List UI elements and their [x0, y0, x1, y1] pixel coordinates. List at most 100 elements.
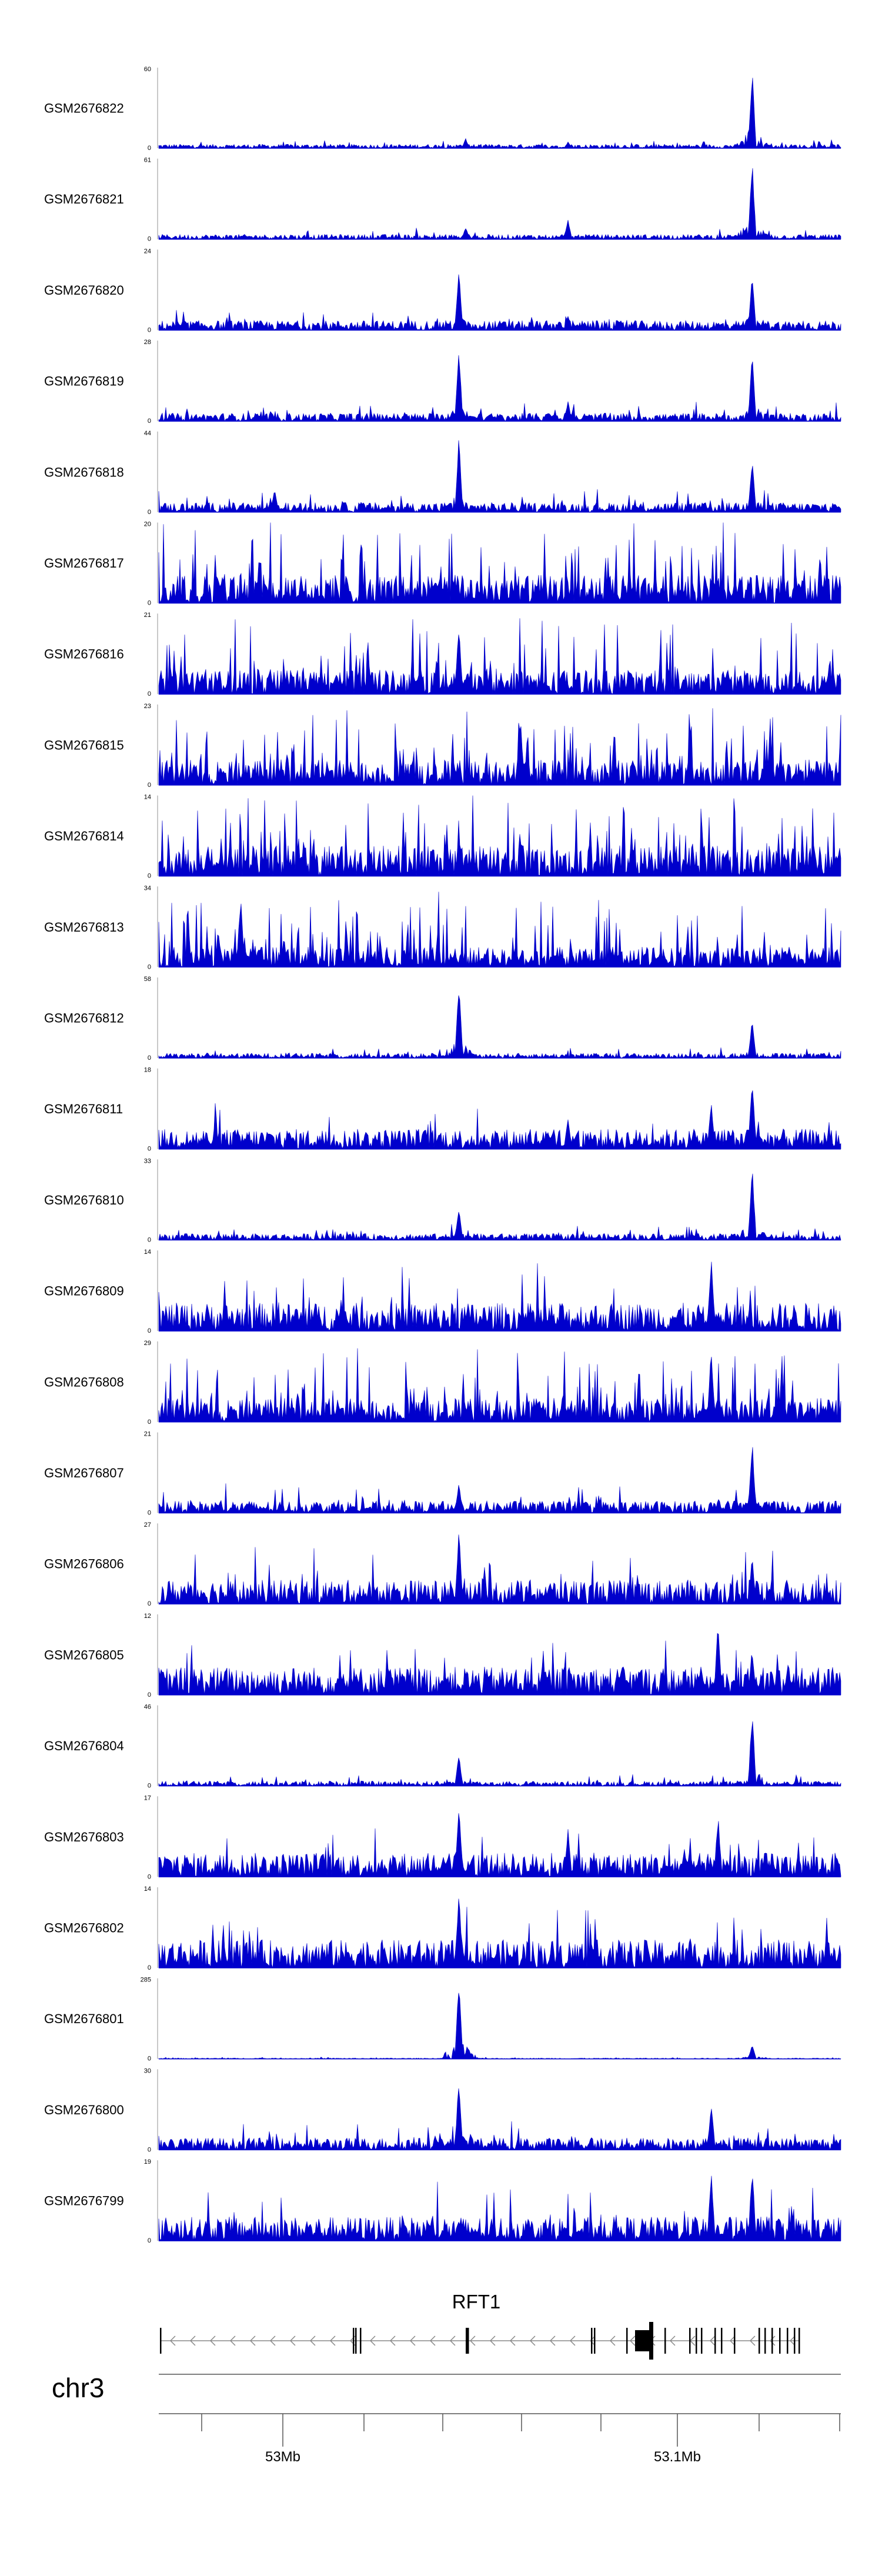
track-scale-max: 30	[144, 2067, 151, 2074]
track-label: GSM2676802	[44, 1921, 124, 1936]
exon	[794, 2328, 796, 2354]
exon-tall	[649, 2322, 653, 2360]
track-scale-min: 0	[148, 2056, 151, 2063]
track-GSM2676804: GSM2676804 46 0	[44, 1704, 841, 1790]
strand-arrow	[229, 2335, 236, 2346]
track-GSM2676814: GSM2676814 14 0	[44, 794, 841, 880]
track-scale-min: 0	[148, 1146, 151, 1153]
track-scale-max: 29	[144, 1340, 151, 1347]
exon	[160, 2328, 162, 2354]
track-scale-min: 0	[148, 145, 151, 152]
strand-arrow	[789, 2335, 796, 2346]
track-scale-max: 12	[144, 1613, 151, 1620]
track-label: GSM2676801	[44, 2011, 124, 2026]
track-scale-min: 0	[148, 1873, 151, 1880]
track-GSM2676803: GSM2676803 17 0	[44, 1794, 841, 1880]
strand-arrow	[729, 2335, 736, 2346]
signal-area	[158, 1534, 841, 1604]
exon	[466, 2328, 469, 2354]
track-scale-min: 0	[148, 1419, 151, 1426]
signal-area	[158, 795, 841, 876]
signal-area	[158, 355, 841, 422]
track-GSM2676820: GSM2676820 24 0	[44, 248, 841, 333]
signal-area	[158, 1633, 841, 1696]
track-GSM2676811: GSM2676811 18 0	[44, 1067, 841, 1153]
track-label: GSM2676806	[44, 1557, 124, 1571]
chromosome-label: chr3	[52, 2373, 104, 2403]
signal-area	[158, 168, 841, 240]
gene-model-rft1	[160, 2322, 800, 2360]
exon	[771, 2328, 773, 2354]
strand-arrow	[549, 2335, 556, 2346]
track-label: GSM2676811	[44, 1102, 123, 1116]
track-scale-min: 0	[148, 2237, 151, 2244]
signal-area	[158, 1090, 841, 1149]
strand-arrow	[469, 2335, 476, 2346]
signal-area	[158, 1813, 841, 1877]
track-scale-max: 21	[144, 612, 151, 619]
track-scale-min: 0	[148, 1691, 151, 1699]
track-scale-min: 0	[148, 690, 151, 698]
strand-arrow	[309, 2335, 316, 2346]
track-scale-max: 44	[144, 430, 151, 437]
track-GSM2676802: GSM2676802 14 0	[44, 1886, 841, 1971]
signal-area	[158, 1447, 841, 1514]
track-label: GSM2676822	[44, 101, 124, 116]
signal-area	[158, 2175, 841, 2241]
exon-large	[635, 2330, 649, 2351]
signal-area	[158, 1348, 841, 1423]
track-label: GSM2676810	[44, 1193, 124, 1207]
track-scale-max: 46	[144, 1704, 151, 1711]
strand-arrow	[369, 2335, 376, 2346]
signal-area	[158, 2088, 841, 2151]
strand-arrow	[609, 2335, 616, 2346]
exon	[714, 2328, 716, 2354]
track-label: GSM2676816	[44, 647, 124, 662]
exon	[799, 2328, 800, 2354]
track-scale-min: 0	[148, 1964, 151, 1971]
track-scale-min: 0	[148, 1600, 151, 1607]
strand-arrow	[389, 2335, 396, 2346]
track-label: GSM2676813	[44, 920, 124, 935]
signal-area	[158, 440, 841, 513]
track-scale-max: 285	[141, 1977, 151, 1984]
track-scale-min: 0	[148, 2146, 151, 2153]
track-GSM2676801: GSM2676801 285 0	[44, 1977, 841, 2063]
track-scale-min: 0	[148, 326, 151, 333]
track-scale-max: 14	[144, 1249, 151, 1256]
strand-arrow	[489, 2335, 496, 2346]
signal-area	[158, 1993, 841, 2060]
strand-arrow	[169, 2335, 176, 2346]
track-GSM2676800: GSM2676800 30 0	[44, 2067, 841, 2153]
track-GSM2676807: GSM2676807 21 0	[44, 1431, 841, 1517]
axis-ticks	[201, 2414, 840, 2447]
track-label: GSM2676820	[44, 283, 124, 298]
track-scale-max: 17	[144, 1794, 151, 1801]
track-scale-max: 14	[144, 1886, 151, 1893]
track-GSM2676818: GSM2676818 44 0	[44, 430, 841, 516]
strand-arrow	[209, 2335, 216, 2346]
track-scale-min: 0	[148, 1783, 151, 1790]
strand-arrow	[569, 2335, 576, 2346]
signal-area	[158, 78, 841, 149]
exon	[759, 2328, 760, 2354]
track-scale-max: 58	[144, 976, 151, 983]
track-scale-max: 14	[144, 794, 151, 801]
exon	[626, 2328, 628, 2354]
signal-tracks: GSM2676822600GSM2676821610GSM2676820240G…	[44, 66, 841, 2244]
track-label: GSM2676815	[44, 738, 124, 752]
track-label: GSM2676799	[44, 2194, 124, 2208]
signal-area	[158, 892, 841, 968]
gene-name: RFT1	[452, 2291, 501, 2313]
track-scale-max: 34	[144, 885, 151, 892]
track-scale-min: 0	[148, 600, 151, 607]
track-GSM2676810: GSM2676810 33 0	[44, 1157, 841, 1243]
track-label: GSM2676805	[44, 1647, 124, 1662]
track-scale-min: 0	[148, 236, 151, 243]
track-scale-min: 0	[148, 782, 151, 789]
gene-track: RFT1	[160, 2291, 800, 2360]
track-scale-min: 0	[148, 1327, 151, 1334]
track-GSM2676812: GSM2676812 58 0	[44, 976, 841, 1062]
tick-label-53mb: 53Mb	[265, 2449, 300, 2465]
track-scale-max: 23	[144, 703, 151, 710]
